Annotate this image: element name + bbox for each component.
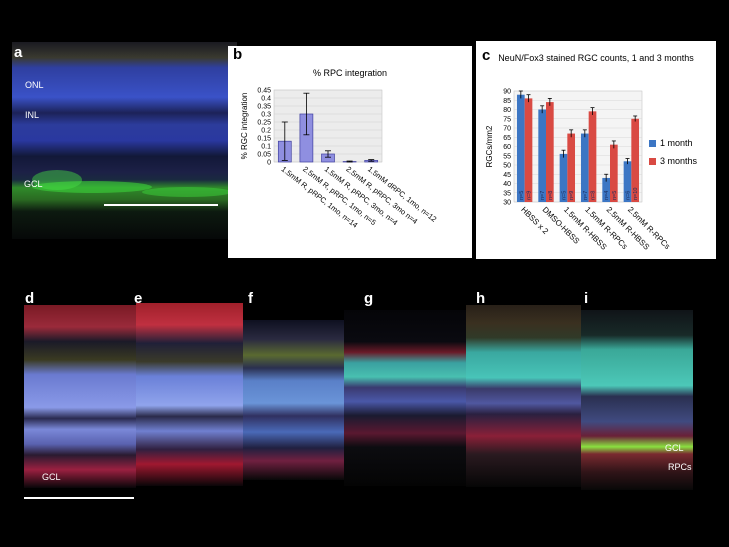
chart-b-ytick-label: 0.4 xyxy=(261,96,271,103)
chart-c-ytick-label: 35 xyxy=(503,190,511,197)
chart-c-n-label: n=9 xyxy=(569,191,575,200)
chart-c-legend: 1 month 3 months xyxy=(649,138,697,166)
chart-c-n-label: n=8 xyxy=(591,191,597,200)
panel-c-chart: NeuN/Fox3 stained RGC counts, 1 and 3 mo… xyxy=(476,41,716,259)
chart-c-n-label: n=5 xyxy=(519,191,525,200)
panel-b-chart: % RPC integration 0 0.05 0.1 0.15 0.2 0.25 0.3… xyxy=(228,46,472,258)
panel-d-gcl-label: GCL xyxy=(42,472,61,482)
panel-i-gcl-label: GCL xyxy=(665,443,684,453)
chart-b-ytick-label: 0.35 xyxy=(257,104,271,111)
chart-c-ytick-label: 70 xyxy=(503,126,511,133)
chart-c-ylabel: RGCs/mm2 xyxy=(485,125,494,167)
chart-c-n-label: n=9 xyxy=(527,191,533,200)
panel-i-image: GCL RPCs xyxy=(581,310,693,490)
chart-b-ylabel: % RGC integration xyxy=(240,93,249,160)
chart-c-ytick-label: 55 xyxy=(503,153,511,160)
chart-c-n-label: n=7 xyxy=(583,191,589,200)
onl-label: ONL xyxy=(25,80,44,90)
chart-c-n-label: n=6 xyxy=(625,191,631,200)
panel-h-image xyxy=(466,305,581,487)
legend-item-3-months: 3 months xyxy=(649,156,697,166)
chart-c-bar xyxy=(559,153,568,202)
panel-d-scale-bar xyxy=(24,497,134,499)
chart-c-bar xyxy=(631,118,640,202)
chart-c-n-label: n=10 xyxy=(633,188,639,200)
panel-label-b: b xyxy=(233,46,243,63)
chart-c-n-label: n=5 xyxy=(612,191,618,200)
chart-b-ytick-label: 0.45 xyxy=(257,88,271,95)
chart-b-ytick-label: 0.3 xyxy=(261,112,271,119)
panel-label-i: i xyxy=(584,290,589,307)
chart-c-ytick-label: 60 xyxy=(503,144,511,151)
chart-c-bar xyxy=(546,102,554,202)
panel-label-f: f xyxy=(248,290,253,307)
chart-c-bar xyxy=(623,161,632,202)
gcl-label: GCL xyxy=(24,179,43,189)
panel-i-rpcs-label: RPCs xyxy=(668,462,692,472)
chart-b-plot-area xyxy=(273,89,383,163)
chart-c-n-label: n=7 xyxy=(540,191,546,200)
chart-c-ytick-label: 85 xyxy=(503,98,511,105)
panel-label-a: a xyxy=(14,44,23,61)
panel-label-g: g xyxy=(364,290,374,307)
panel-g-image xyxy=(344,310,466,486)
chart-b-ytick-label: 0.05 xyxy=(257,152,271,159)
chart-c-ytick-label: 50 xyxy=(503,163,511,170)
chart-c-n-label: n=5 xyxy=(561,191,567,200)
chart-c-ytick-label: 75 xyxy=(503,116,511,123)
chart-c-n-label: n=8 xyxy=(548,191,554,200)
legend-item-1-month: 1 month xyxy=(649,138,697,148)
panel-a-micrograph xyxy=(12,42,237,239)
chart-b-ytick-label: 0.15 xyxy=(257,136,271,143)
panel-e-image xyxy=(136,303,243,486)
chart-c-ytick-label: 65 xyxy=(503,135,511,142)
chart-c-bar xyxy=(602,177,610,202)
chart-c-bar xyxy=(580,133,589,202)
chart-c-ytick-label: 80 xyxy=(503,107,511,114)
panel-label-h: h xyxy=(476,290,486,307)
chart-b-plot: 00.050.10.150.20.250.30.350.40.45 % RGC i… xyxy=(240,88,438,230)
chart-c-n-label: n=4 xyxy=(604,191,610,200)
panel-label-c: c xyxy=(482,47,491,64)
chart-c-bar xyxy=(610,144,618,202)
panel-label-d: d xyxy=(25,290,35,307)
chart-c-ytick-label: 90 xyxy=(503,89,511,96)
panel-d-image: GCL xyxy=(24,305,136,488)
chart-b-ytick-label: 0.2 xyxy=(261,128,271,135)
chart-c-ytick-label: 30 xyxy=(503,200,511,207)
chart-b-ytick-label: 0.1 xyxy=(261,144,271,151)
panel-f-image xyxy=(243,320,344,480)
chart-c-bar xyxy=(516,94,525,202)
chart-c-ytick-label: 40 xyxy=(503,181,511,188)
chart-c-title: NeuN/Fox3 stained RGC counts, 1 and 3 mo… xyxy=(498,53,694,63)
panel-a-image: ONL INL GCL xyxy=(12,42,237,239)
chart-c-ytick-label: 45 xyxy=(503,172,511,179)
scale-bar xyxy=(104,204,218,206)
inl-label: INL xyxy=(25,110,40,120)
panel-label-e: e xyxy=(134,290,143,307)
chart-b-ytick-label: 0 xyxy=(267,160,271,167)
chart-b-title: % RPC integration xyxy=(312,68,388,78)
chart-b-ytick-label: 0.25 xyxy=(257,120,271,127)
chart-c-bar xyxy=(538,109,546,202)
chart-c-bar xyxy=(567,133,576,202)
chart-c-bar xyxy=(588,111,597,202)
chart-c-bar xyxy=(524,98,533,202)
